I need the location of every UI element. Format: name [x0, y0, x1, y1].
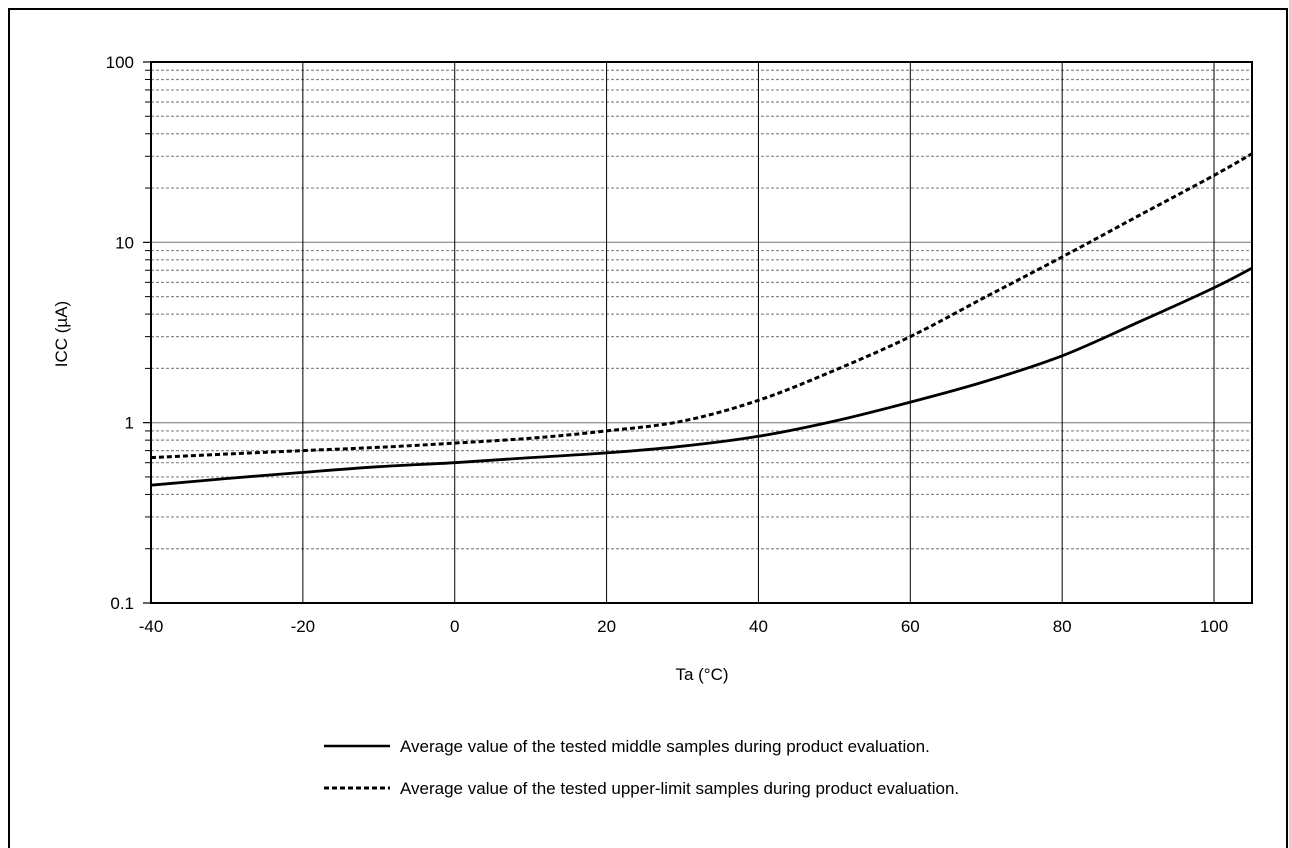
x-tick-label: -20 [291, 617, 316, 636]
x-tick-label: 20 [597, 617, 616, 636]
y-axis-label: ICC (µA) [52, 301, 71, 367]
plot-area-border [150, 61, 1253, 604]
legend-label-middle: Average value of the tested middle sampl… [400, 737, 930, 756]
legend: Average value of the tested middle sampl… [324, 737, 959, 798]
y-tick-label: 100 [106, 53, 134, 72]
y-tick-label: 0.1 [110, 594, 134, 613]
legend-label-upper-limit: Average value of the tested upper-limit … [400, 779, 959, 798]
x-tick-label: 100 [1200, 617, 1228, 636]
x-tick-label: 0 [450, 617, 459, 636]
x-tick-label: 60 [901, 617, 920, 636]
minor-gridlines [151, 69, 1252, 550]
x-tick-label: 80 [1053, 617, 1072, 636]
x-tick-label: -40 [139, 617, 164, 636]
major-gridlines [151, 61, 1252, 604]
y-tick-labels: 0.1 1 10 100 [106, 53, 134, 613]
y-tick-label: 10 [115, 233, 134, 252]
x-tick-labels: -40 -20 0 20 40 60 80 100 [139, 617, 1229, 636]
figure-frame [8, 8, 1288, 848]
vertical-gridlines [302, 62, 1215, 603]
y-tick-label: 1 [125, 414, 134, 433]
series-line-upper-limit [150, 152, 1253, 460]
series-lines [150, 152, 1253, 487]
x-tick-label: 40 [749, 617, 768, 636]
series-line-middle [150, 266, 1253, 487]
y-axis-ticks [143, 61, 151, 604]
x-axis-label: Ta (°C) [675, 665, 728, 684]
